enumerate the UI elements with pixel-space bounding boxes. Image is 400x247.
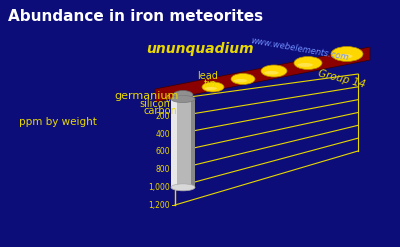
Text: germanium: germanium — [115, 91, 179, 101]
Ellipse shape — [173, 90, 193, 100]
Ellipse shape — [261, 65, 287, 77]
Ellipse shape — [176, 95, 186, 98]
Polygon shape — [171, 99, 195, 187]
Ellipse shape — [171, 184, 195, 191]
Ellipse shape — [331, 46, 363, 62]
Ellipse shape — [205, 87, 217, 90]
Ellipse shape — [298, 63, 313, 67]
Ellipse shape — [171, 96, 195, 103]
Text: 1,200: 1,200 — [148, 201, 170, 209]
Polygon shape — [155, 47, 370, 102]
Text: silicon: silicon — [140, 99, 170, 109]
Ellipse shape — [294, 57, 322, 69]
Text: ppm by weight: ppm by weight — [19, 117, 97, 127]
Text: 200: 200 — [156, 112, 170, 121]
Text: Group 14: Group 14 — [317, 68, 367, 90]
Polygon shape — [191, 99, 195, 187]
Polygon shape — [171, 99, 177, 187]
Text: 600: 600 — [155, 147, 170, 157]
Ellipse shape — [264, 71, 278, 75]
Ellipse shape — [335, 54, 353, 59]
Text: 400: 400 — [155, 130, 170, 139]
Text: carbon: carbon — [143, 106, 177, 116]
Text: 0: 0 — [165, 95, 170, 103]
Text: 1,000: 1,000 — [148, 183, 170, 192]
Text: www.webelements.com: www.webelements.com — [250, 36, 350, 62]
Ellipse shape — [231, 74, 255, 84]
Text: lead: lead — [198, 71, 218, 81]
Text: ununquadium: ununquadium — [146, 42, 254, 56]
Text: 800: 800 — [156, 165, 170, 174]
Text: tin: tin — [204, 79, 216, 89]
Text: Abundance in iron meteorites: Abundance in iron meteorites — [8, 9, 263, 24]
Ellipse shape — [202, 82, 224, 92]
Ellipse shape — [234, 79, 247, 82]
